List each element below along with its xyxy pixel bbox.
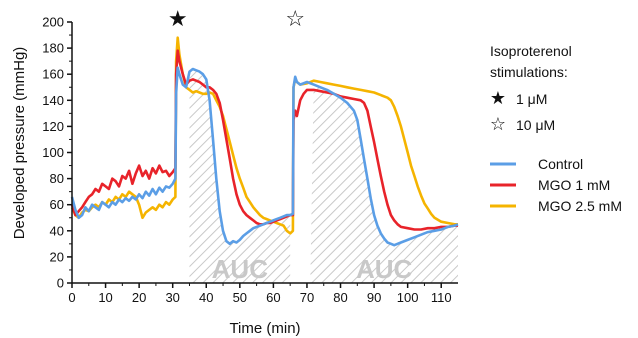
stimulation-markers: ★ ☆ bbox=[168, 7, 305, 32]
legend-title-line-1: Isoproterenol bbox=[490, 43, 572, 59]
stimulation-star-icon-1: ★ bbox=[168, 7, 188, 32]
legend-series-label-2: MGO 1 mM bbox=[538, 177, 610, 193]
x-tick-label: 50 bbox=[233, 290, 247, 305]
auc-regions: AUC AUC bbox=[189, 69, 458, 284]
y-axis-title: Developed pressure (mmHg) bbox=[11, 47, 28, 240]
legend-star-icon-1: ★ bbox=[490, 88, 506, 109]
y-tick-label: 200 bbox=[42, 15, 64, 30]
legend-title-line-2: stimulations: bbox=[490, 64, 568, 80]
x-tick-label: 80 bbox=[333, 290, 347, 305]
y-tick-label: 20 bbox=[50, 249, 64, 264]
x-tick-label: 0 bbox=[68, 290, 75, 305]
series-line-mgo-1-mm bbox=[70, 49, 458, 231]
legend-star-icon-2: ☆ bbox=[490, 114, 506, 135]
y-tick-label: 180 bbox=[42, 41, 64, 56]
auc-label-2: AUC bbox=[356, 254, 413, 284]
x-tick-label: 20 bbox=[132, 290, 146, 305]
auc-label-1: AUC bbox=[212, 254, 269, 284]
series-line-mgo-2-5-mm bbox=[70, 36, 458, 235]
series-lines bbox=[70, 36, 459, 247]
legend: Isoproterenol stimulations: ★ 1 μM ☆ 10 μM Con… bbox=[490, 43, 622, 214]
x-tick-label: 90 bbox=[367, 290, 381, 305]
x-tick-label: 100 bbox=[397, 290, 419, 305]
auc-region-2 bbox=[310, 84, 458, 283]
legend-series-label-3: MGO 2.5 mM bbox=[538, 198, 622, 214]
auc-region-1 bbox=[189, 69, 291, 283]
legend-marker-label-2: 10 μM bbox=[516, 117, 555, 133]
y-tick-label: 120 bbox=[42, 119, 64, 134]
stimulation-star-icon-2: ☆ bbox=[285, 7, 305, 32]
y-tick-label: 40 bbox=[50, 223, 64, 238]
y-tick-label: 60 bbox=[50, 197, 64, 212]
legend-marker-label-1: 1 μM bbox=[516, 91, 547, 107]
y-tick-label: 140 bbox=[42, 93, 64, 108]
x-tick-label: 10 bbox=[98, 290, 112, 305]
axes: 0 20 40 60 80 100 120 140 160 180 200 0 10 20 30 40 50 60… bbox=[42, 15, 458, 305]
y-tick-label: 160 bbox=[42, 67, 64, 82]
x-tick-label: 60 bbox=[266, 290, 280, 305]
y-tick-label: 0 bbox=[57, 276, 64, 291]
legend-series-label-1: Control bbox=[538, 156, 583, 172]
y-tick-label: 80 bbox=[50, 171, 64, 186]
x-tick-label: 30 bbox=[165, 290, 179, 305]
y-tick-label: 100 bbox=[42, 145, 64, 160]
x-tick-label: 70 bbox=[300, 290, 314, 305]
series-line-control bbox=[70, 66, 459, 247]
x-tick-label: 110 bbox=[431, 290, 452, 305]
x-axis-title: Time (min) bbox=[229, 320, 300, 337]
x-tick-label: 40 bbox=[199, 290, 213, 305]
